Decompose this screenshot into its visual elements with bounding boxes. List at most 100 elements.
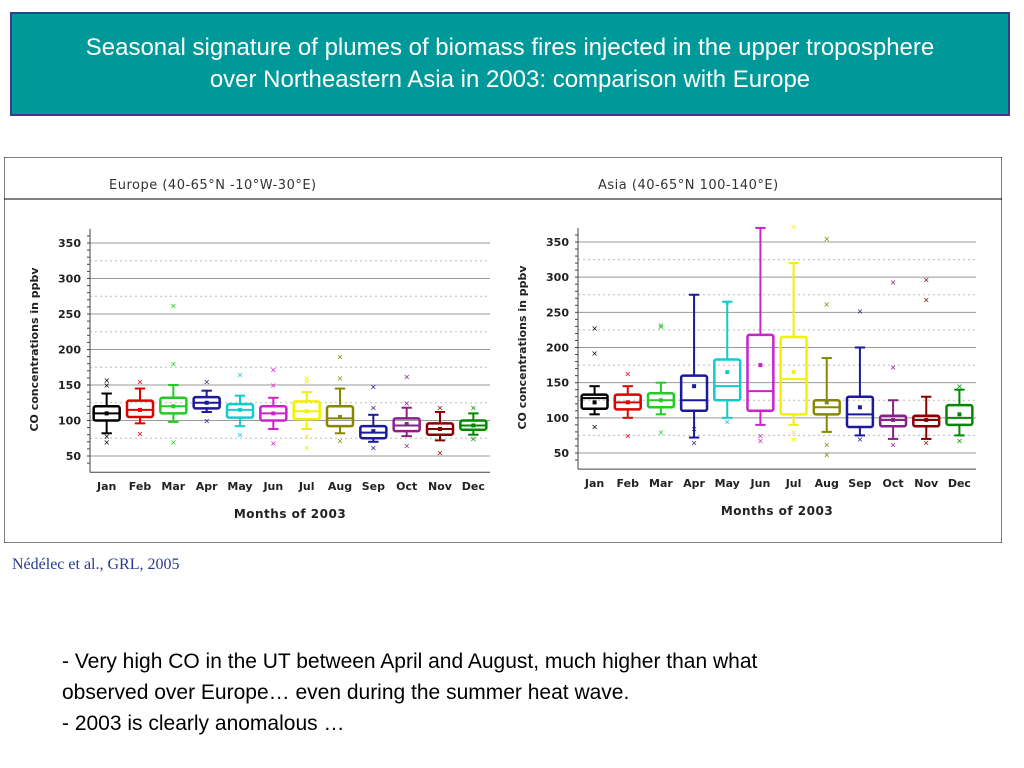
box-sep: ××: [845, 307, 875, 444]
outlier-point: ×: [591, 324, 598, 333]
x-tick-label: May: [227, 480, 252, 493]
outlier-point: ×: [370, 382, 377, 391]
bullet-line-2: observed over Europe… even during the su…: [62, 681, 630, 704]
x-tick-label: Apr: [196, 480, 218, 493]
citation: Nédélec et al., GRL, 2005: [12, 556, 180, 573]
outlier-point: ×: [724, 298, 731, 307]
outlier-point: ×: [337, 374, 344, 383]
x-tick-label: Mar: [161, 480, 185, 493]
outlier-point: ×: [790, 435, 797, 444]
mean-marker: [171, 404, 176, 409]
box-iqr: [713, 358, 742, 402]
mean-marker: [238, 407, 242, 412]
box-iqr: [779, 335, 808, 416]
outlier-point: ×: [337, 436, 344, 445]
outlier-point: ×: [403, 372, 410, 381]
mean-marker: [204, 400, 209, 405]
outlier-point: ×: [103, 438, 110, 447]
mean-marker: [891, 417, 896, 422]
outlier-point: ×: [403, 399, 410, 408]
outlier-point: ×: [103, 432, 110, 441]
x-tick-label: Nov: [914, 477, 939, 490]
outlier-point: ×: [890, 441, 897, 450]
outlier-point: ×: [757, 431, 764, 440]
x-tick-label: Mar: [649, 477, 673, 490]
box-dec: ××: [459, 404, 488, 443]
box-iqr: [225, 402, 255, 419]
outlier-point: ×: [370, 443, 377, 452]
box-aug: × × ×: [325, 353, 355, 445]
outlier-point: ×: [470, 434, 477, 443]
mean-marker: [625, 400, 630, 405]
outlier-point: ×: [303, 374, 310, 383]
outlier-point: ×: [890, 278, 897, 287]
box-jan: ××××: [92, 376, 121, 447]
outlier-point: ×: [137, 377, 144, 386]
outlier-point: ×: [170, 438, 177, 447]
outlier-point: ×: [170, 301, 177, 310]
y-tick-label: 150: [546, 377, 569, 390]
outlier-point: ×: [270, 365, 277, 374]
mean-marker: [692, 384, 697, 389]
panel-title: Asia (40-65°N 100-140°E): [598, 178, 779, 193]
outlier-point: ×: [658, 322, 665, 331]
outlier-point: ×: [857, 307, 864, 316]
outlier-point: ×: [303, 377, 310, 386]
y-axis-label: CO concentrations in ppbv: [28, 267, 41, 432]
box-iqr: [912, 414, 941, 428]
x-axis-label: Months of 2003: [721, 504, 833, 518]
panel-title: Europe (40-65°N -10°W-30°E): [109, 178, 317, 193]
box-aug: ××××: [812, 234, 841, 459]
outlier-point: ×: [337, 353, 344, 362]
mean-marker: [371, 429, 376, 434]
box-iqr: [679, 374, 709, 413]
outlier-point: ×: [237, 431, 244, 440]
x-tick-label: Dec: [948, 477, 971, 490]
box-jul: ××××: [292, 374, 321, 452]
outlier-point: ×: [303, 432, 310, 441]
outlier-point: ×: [370, 404, 377, 413]
mean-marker: [138, 407, 142, 412]
x-tick-label: Aug: [328, 480, 352, 493]
outlier-point: ×: [956, 382, 963, 391]
box-iqr: [878, 414, 908, 428]
box-sep: × × ×: [359, 382, 388, 452]
box-feb: ××: [613, 370, 642, 440]
x-tick-label: Apr: [683, 477, 705, 490]
outlier-point: ×: [270, 439, 277, 448]
mean-marker: [104, 411, 109, 416]
x-tick-label: Nov: [428, 480, 453, 493]
box-nov: ××: [425, 404, 455, 457]
outlier-point: ×: [403, 441, 410, 450]
y-tick-label: 250: [58, 308, 81, 321]
box-iqr: [945, 403, 974, 427]
outlier-point: ×: [823, 234, 830, 243]
y-tick-label: 300: [58, 273, 81, 286]
mean-marker: [404, 422, 409, 427]
x-tick-label: Jan: [584, 477, 604, 490]
outlier-point: ×: [658, 321, 665, 330]
outlier-point: ×: [437, 448, 444, 457]
x-tick-label: Jan: [96, 480, 116, 493]
x-tick-label: Jul: [785, 477, 802, 490]
mean-marker: [791, 370, 796, 375]
outlier-point: ×: [724, 417, 731, 426]
mean-marker: [304, 409, 309, 414]
box-iqr: [325, 405, 355, 428]
outlier-point: ×: [658, 428, 665, 437]
mean-marker: [471, 423, 476, 428]
outlier-point: ×: [103, 381, 110, 390]
box-jul: ×××: [779, 223, 808, 444]
outlier-point: ×: [170, 360, 177, 369]
x-tick-label: Feb: [617, 477, 640, 490]
box-mar: × × ×: [159, 301, 188, 447]
x-tick-label: Oct: [396, 480, 417, 493]
y-tick-label: 200: [58, 344, 81, 357]
mean-marker: [957, 412, 962, 417]
outlier-point: ×: [591, 349, 598, 358]
mean-marker: [924, 417, 929, 422]
mean-marker: [592, 400, 597, 405]
asia-chart: Asia (40-65°N 100-140°E) 50 100 150 200 250 30…: [516, 178, 976, 518]
outlier-point: ×: [923, 296, 930, 305]
box-oct: × × ×: [392, 372, 421, 450]
